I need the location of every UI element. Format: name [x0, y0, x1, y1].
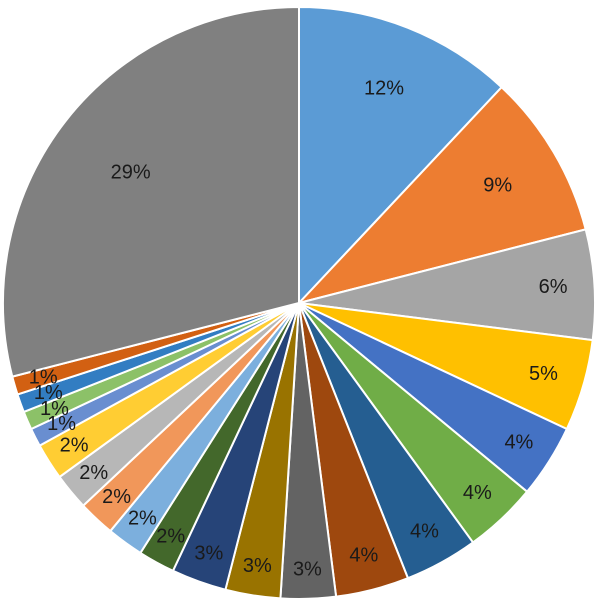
data-label-8: 4% — [349, 544, 378, 566]
data-label-2: 9% — [483, 175, 512, 197]
data-label-20: 1% — [29, 366, 58, 388]
data-label-16: 2% — [60, 435, 89, 457]
data-label-6: 4% — [463, 482, 492, 504]
data-label-21: 29% — [111, 161, 151, 183]
pie-slice-1 — [298, 5, 504, 306]
data-label-13: 2% — [128, 508, 157, 530]
pie-data-labels: 12%9%6%5%4%4%4%4%3%3%3%2%2%2%2%2%1%1%1%1… — [29, 77, 568, 580]
data-label-5: 4% — [504, 432, 533, 454]
data-label-14: 2% — [102, 486, 131, 508]
pie-slice-2 — [295, 85, 587, 305]
data-label-10: 3% — [243, 555, 272, 577]
pie-slices — [2, 5, 596, 600]
data-label-11: 3% — [194, 543, 223, 565]
data-label-7: 4% — [410, 520, 439, 542]
pie-slice-21 — [2, 5, 300, 378]
data-label-3: 6% — [539, 276, 568, 298]
data-label-19: 1% — [34, 382, 63, 404]
data-label-4: 5% — [529, 363, 558, 385]
data-label-15: 2% — [79, 462, 108, 484]
data-label-17: 1% — [47, 413, 76, 435]
data-label-9: 3% — [293, 558, 322, 580]
data-label-1: 12% — [364, 77, 404, 99]
data-label-18: 1% — [40, 398, 69, 420]
data-label-12: 2% — [156, 525, 185, 547]
